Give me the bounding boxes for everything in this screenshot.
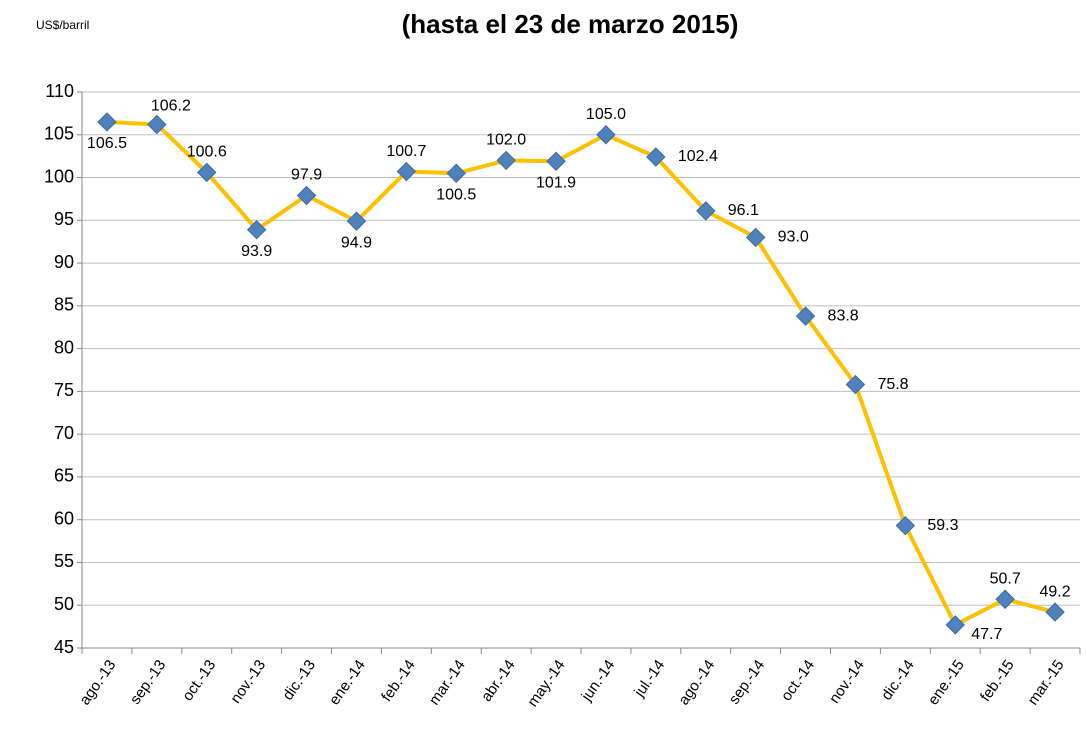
y-tick-label: 90 [54, 252, 74, 272]
x-tick-label: jun.-14 [578, 657, 619, 705]
x-tick-label: ene.-14 [326, 657, 369, 708]
x-tick-label: mar.-15 [1024, 657, 1067, 708]
data-label: 106.2 [151, 98, 191, 115]
data-label: 59.3 [927, 517, 958, 534]
chart-title: (hasta el 23 de marzo 2015) [402, 9, 739, 39]
marker [346, 211, 367, 231]
x-tick-label: dic.-13 [279, 657, 319, 704]
marker [246, 220, 267, 240]
y-tick-label: 95 [54, 209, 74, 229]
y-tick-label: 85 [54, 295, 74, 315]
x-tick-label: sep.-13 [127, 657, 170, 708]
data-label: 49.2 [1039, 583, 1070, 600]
data-label: 101.9 [536, 175, 576, 192]
y-tick-label: 50 [54, 594, 74, 614]
data-label: 93.0 [778, 229, 809, 246]
data-label: 105.0 [586, 106, 626, 123]
marker [546, 151, 566, 171]
marker [696, 201, 716, 221]
marker [396, 161, 417, 182]
x-tick-label: oct.-13 [179, 657, 219, 704]
marker [147, 114, 167, 135]
marker [496, 150, 516, 171]
data-label: 100.5 [436, 186, 476, 203]
marker [296, 185, 317, 206]
data-label: 83.8 [828, 307, 859, 324]
marker [596, 125, 616, 145]
x-tick-label: feb.-14 [378, 657, 419, 705]
x-tick-label: ene.-15 [925, 657, 968, 708]
x-tick-label: oct.-14 [778, 657, 818, 704]
marker [745, 227, 766, 248]
marker [995, 589, 1015, 609]
data-label: 102.4 [678, 148, 718, 165]
y-tick-label: 105 [44, 124, 74, 144]
data-label: 93.9 [241, 243, 272, 260]
y-tick-label: 75 [54, 380, 74, 400]
x-tick-label: dic.-14 [878, 657, 918, 704]
marker [1045, 602, 1065, 622]
x-tick-label: nov.-13 [227, 657, 269, 707]
line [106, 119, 1056, 627]
marker [646, 147, 666, 167]
x-tick-label: ago.-13 [76, 657, 119, 708]
y-tick-label: 55 [54, 551, 74, 571]
data-label: 94.9 [341, 234, 372, 251]
data-label: 100.7 [386, 143, 426, 160]
data-label: 106.5 [87, 135, 127, 152]
y-axis-label: US$/barril [36, 18, 89, 32]
data-label: 100.6 [187, 144, 227, 161]
data-label: 50.7 [990, 570, 1021, 587]
x-tick-label: may.-14 [524, 657, 568, 710]
marker [97, 112, 117, 132]
data-label: 97.9 [291, 167, 322, 184]
marker [197, 162, 217, 183]
x-tick-label: ago.-14 [675, 657, 718, 708]
data-label: 96.1 [728, 202, 759, 219]
y-tick-label: 80 [54, 337, 74, 357]
marker [845, 374, 866, 395]
data-label: 102.0 [486, 132, 526, 149]
x-tick-label: nov.-14 [826, 657, 868, 707]
y-tick-label: 65 [54, 466, 74, 486]
x-tick-label: jul.-14 [630, 657, 668, 701]
marker [446, 163, 466, 183]
marker [795, 306, 816, 326]
x-tick-label: abr.-14 [478, 657, 519, 705]
marker [945, 615, 965, 635]
data-label: 75.8 [877, 376, 908, 393]
y-tick-label: 100 [44, 166, 74, 186]
data-label: 47.7 [971, 626, 1002, 643]
y-tick-label: 45 [54, 637, 74, 657]
y-tick-label: 70 [54, 423, 74, 443]
y-tick-label: 110 [45, 81, 74, 101]
marker [895, 515, 916, 536]
x-tick-label: sep.-14 [726, 657, 769, 708]
x-tick-label: mar.-14 [426, 657, 469, 708]
y-tick-label: 60 [54, 508, 74, 528]
x-tick-label: feb.-15 [977, 657, 1018, 705]
